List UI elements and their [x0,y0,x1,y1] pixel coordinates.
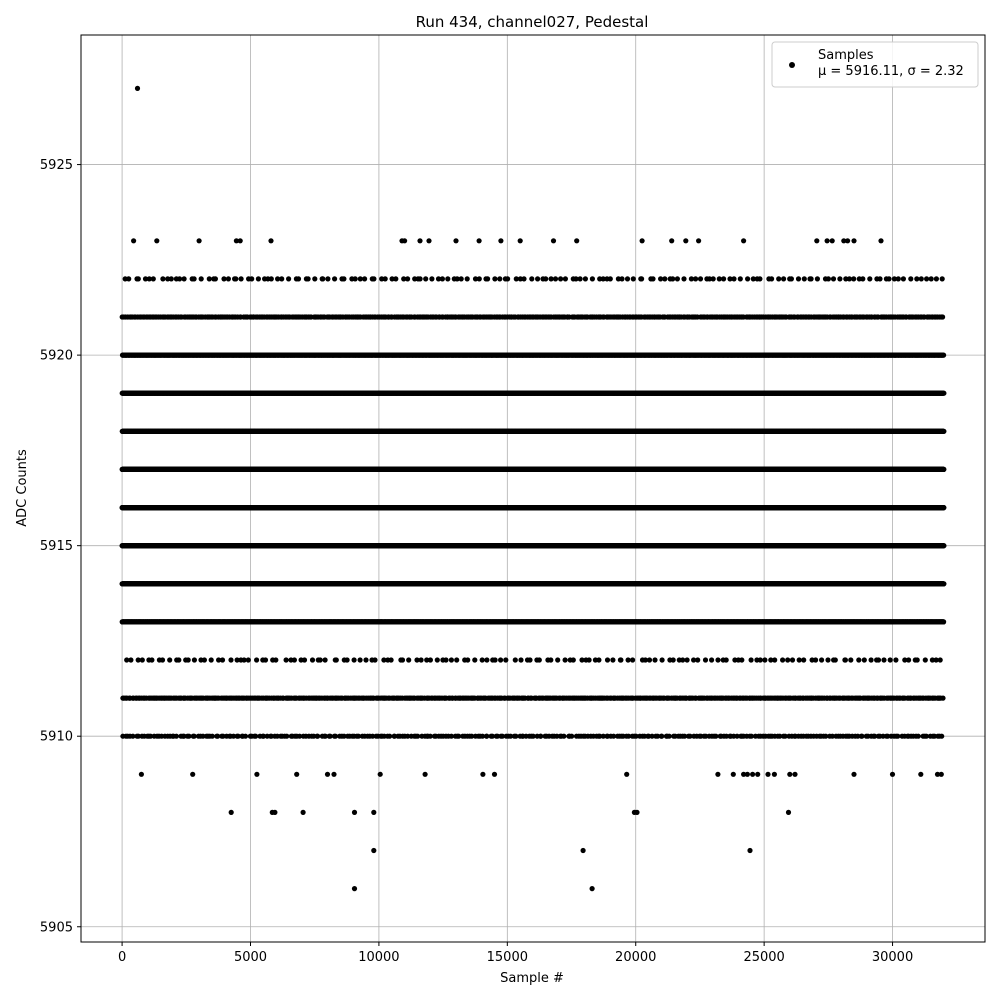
point-row-5913 [119,619,947,625]
chart-title: Run 434, channel027, Pedestal [416,13,649,31]
data-points [119,85,947,892]
data-point [941,619,947,625]
point-row-5914 [119,581,947,587]
